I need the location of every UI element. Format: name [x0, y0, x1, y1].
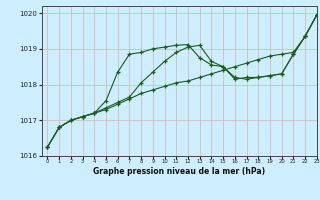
X-axis label: Graphe pression niveau de la mer (hPa): Graphe pression niveau de la mer (hPa) — [93, 167, 265, 176]
